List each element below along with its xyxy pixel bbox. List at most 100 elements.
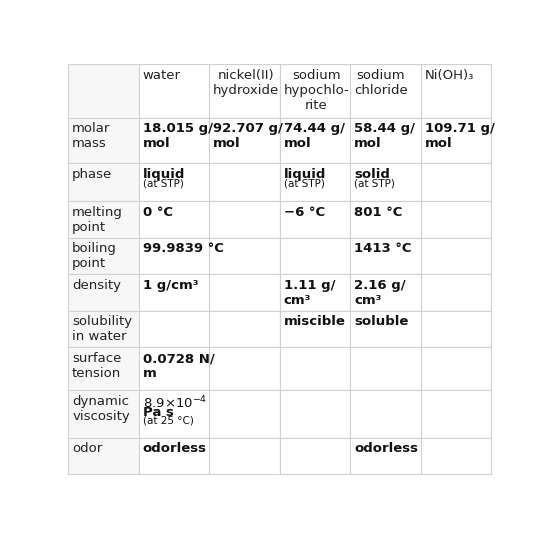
- Bar: [421, 274, 491, 311]
- Text: 1413 °C: 1413 °C: [354, 242, 412, 255]
- Text: 2.16 g/
cm³: 2.16 g/ cm³: [354, 279, 406, 307]
- Text: density: density: [72, 279, 121, 292]
- Text: solid: solid: [354, 168, 390, 181]
- Bar: [280, 201, 351, 238]
- Text: 92.707 g/
mol: 92.707 g/ mol: [213, 122, 283, 150]
- Bar: [68, 348, 139, 390]
- Bar: [421, 118, 491, 163]
- Bar: [421, 311, 491, 348]
- Bar: [421, 64, 491, 118]
- Text: sodium
hypochlo-
rite: sodium hypochlo- rite: [284, 69, 349, 111]
- Bar: [139, 64, 209, 118]
- Text: 1.11 g/
cm³: 1.11 g/ cm³: [284, 279, 335, 307]
- Text: miscible: miscible: [284, 316, 346, 328]
- Bar: [209, 348, 280, 390]
- Bar: [351, 201, 421, 238]
- Bar: [68, 64, 139, 118]
- Bar: [139, 274, 209, 311]
- Bar: [280, 163, 351, 201]
- Text: sodium
chloride: sodium chloride: [354, 69, 408, 96]
- Bar: [209, 118, 280, 163]
- Text: solubility
in water: solubility in water: [72, 316, 132, 343]
- Bar: [351, 238, 421, 274]
- Text: Ni(OH)₃: Ni(OH)₃: [425, 69, 474, 82]
- Bar: [209, 390, 280, 438]
- Text: molar
mass: molar mass: [72, 122, 110, 150]
- Bar: [351, 348, 421, 390]
- Text: soluble: soluble: [354, 316, 408, 328]
- Bar: [280, 438, 351, 474]
- Bar: [351, 311, 421, 348]
- Text: odorless: odorless: [143, 442, 206, 455]
- Bar: [209, 438, 280, 474]
- Bar: [68, 238, 139, 274]
- Bar: [351, 118, 421, 163]
- Bar: [139, 348, 209, 390]
- Text: (at 25 °C): (at 25 °C): [143, 416, 193, 426]
- Bar: [280, 274, 351, 311]
- Text: 0 °C: 0 °C: [143, 206, 173, 219]
- Text: Pa s: Pa s: [143, 406, 174, 419]
- Bar: [351, 438, 421, 474]
- Text: 74.44 g/
mol: 74.44 g/ mol: [284, 122, 345, 150]
- Bar: [351, 163, 421, 201]
- Text: water: water: [143, 69, 181, 82]
- Text: odorless: odorless: [354, 442, 418, 455]
- Bar: [280, 118, 351, 163]
- Bar: [68, 390, 139, 438]
- Bar: [209, 311, 280, 348]
- Bar: [209, 274, 280, 311]
- Bar: [421, 390, 491, 438]
- Bar: [209, 64, 280, 118]
- Bar: [139, 390, 209, 438]
- Bar: [209, 163, 280, 201]
- Text: −6 °C: −6 °C: [284, 206, 325, 219]
- Bar: [280, 348, 351, 390]
- Bar: [421, 201, 491, 238]
- Bar: [139, 438, 209, 474]
- Bar: [421, 163, 491, 201]
- Text: (at STP): (at STP): [354, 179, 395, 189]
- Bar: [351, 274, 421, 311]
- Bar: [68, 438, 139, 474]
- Bar: [139, 311, 209, 348]
- Bar: [139, 201, 209, 238]
- Bar: [280, 390, 351, 438]
- Text: 1 g/cm³: 1 g/cm³: [143, 279, 198, 292]
- Text: odor: odor: [72, 442, 103, 455]
- Text: 99.9839 °C: 99.9839 °C: [143, 242, 223, 255]
- Bar: [280, 64, 351, 118]
- Text: (at STP): (at STP): [284, 179, 324, 189]
- Bar: [421, 348, 491, 390]
- Bar: [280, 238, 351, 274]
- Bar: [68, 274, 139, 311]
- Bar: [351, 390, 421, 438]
- Text: nickel(II)
hydroxide: nickel(II) hydroxide: [213, 69, 280, 96]
- Text: phase: phase: [72, 168, 112, 181]
- Text: (at STP): (at STP): [143, 179, 183, 189]
- Bar: [351, 64, 421, 118]
- Bar: [421, 238, 491, 274]
- Bar: [139, 163, 209, 201]
- Bar: [139, 118, 209, 163]
- Bar: [68, 118, 139, 163]
- Bar: [68, 311, 139, 348]
- Text: boiling
point: boiling point: [72, 242, 117, 270]
- Bar: [280, 311, 351, 348]
- Bar: [209, 201, 280, 238]
- Bar: [209, 238, 280, 274]
- Bar: [139, 238, 209, 274]
- Text: surface
tension: surface tension: [72, 352, 122, 380]
- Text: 109.71 g/
mol: 109.71 g/ mol: [425, 122, 495, 150]
- Text: liquid: liquid: [143, 168, 185, 181]
- Text: 801 °C: 801 °C: [354, 206, 402, 219]
- Bar: [68, 163, 139, 201]
- Text: dynamic
viscosity: dynamic viscosity: [72, 395, 130, 423]
- Text: melting
point: melting point: [72, 206, 123, 233]
- Text: 0.0728 N/
m: 0.0728 N/ m: [143, 352, 215, 380]
- Text: 18.015 g/
mol: 18.015 g/ mol: [143, 122, 212, 150]
- Text: liquid: liquid: [284, 168, 326, 181]
- Bar: [68, 201, 139, 238]
- Bar: [421, 438, 491, 474]
- Text: 8.9$\times$10$^{-4}$: 8.9$\times$10$^{-4}$: [143, 395, 207, 411]
